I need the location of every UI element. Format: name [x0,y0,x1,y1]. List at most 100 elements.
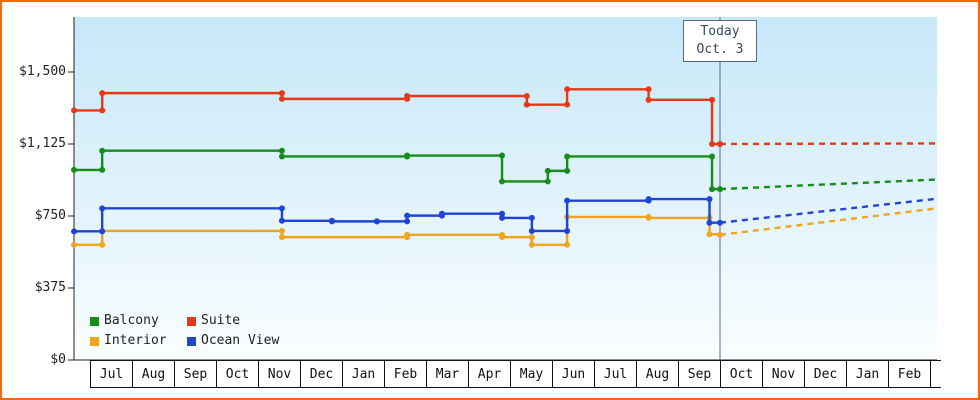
series-forecast-start-point-ocean-view [717,219,723,226]
series-point-ocean-view [404,218,411,225]
legend-swatch-icon [90,336,99,346]
series-point-suite [564,86,571,93]
series-point-interior [706,231,713,238]
series-point-interior [404,231,411,238]
series-point-balcony [278,147,285,154]
y-tick-label: $1,125 [19,136,66,151]
month-cell: Dec [804,361,846,387]
series-point-suite [278,95,285,102]
series-point-ocean-view [278,205,285,212]
series-point-suite [71,107,78,114]
month-cell: Sep [174,361,216,387]
series-point-suite [99,90,106,97]
series-point-suite [709,96,716,103]
series-point-ocean-view [328,218,335,225]
series-point-balcony [709,186,716,193]
series-point-ocean-view [706,219,713,226]
series-line-ocean-view [74,197,720,233]
series-point-suite [99,107,106,114]
series-point-ocean-view [373,218,380,225]
month-cell [930,361,941,387]
legend-label: Suite [201,313,241,328]
month-cell: Sep [678,361,720,387]
month-cell: Jun [552,361,594,387]
series-point-balcony [564,167,571,174]
series-forecast-ocean-view [719,197,938,224]
series-point-interior [528,234,535,241]
series-point-suite [523,101,530,108]
series-point-interior [645,214,652,221]
series-forecast-suite [719,142,938,146]
series-point-ocean-view [404,212,411,219]
series-point-ocean-view [564,227,571,234]
series-point-balcony [499,178,506,185]
month-cell: Apr [468,361,510,387]
series-point-balcony [564,153,571,160]
series-point-balcony [71,166,78,173]
series-point-interior [278,227,285,234]
legend-swatch-icon [187,336,196,346]
legend-item-interior: Interior [90,333,187,349]
series-point-interior [71,241,78,248]
month-cell: Jul [594,361,636,387]
series-point-ocean-view [278,217,285,224]
month-cell: Feb [384,361,426,387]
legend-swatch-icon [90,316,99,326]
series-forecast-start-point-balcony [717,186,723,193]
chart-legend: Balcony Suite Interior Ocean View [90,313,279,349]
y-tick-label: $1,500 [19,64,66,79]
series-point-ocean-view [528,214,535,221]
legend-swatch-icon [187,316,196,326]
series-line-balcony [74,149,720,191]
today-marker-box: Today Oct. 3 [683,20,757,62]
series-point-ocean-view [706,196,713,203]
series-point-ocean-view [499,214,506,221]
legend-label: Ocean View [201,333,280,348]
series-point-balcony [544,167,551,174]
month-cell: Nov [762,361,804,387]
series-point-ocean-view [99,205,106,212]
series-point-ocean-view [564,197,571,204]
series-forecast-start-point-suite [717,141,723,147]
legend-item-ocean-view: Ocean View [187,333,279,349]
month-cell: Dec [300,361,342,387]
series-point-ocean-view [438,210,445,217]
y-tick-label: $375 [34,280,66,295]
series-point-balcony [544,178,551,185]
legend-item-suite: Suite [187,313,279,329]
series-point-balcony [709,153,716,160]
month-cell: Jul [90,361,132,387]
series-point-suite [564,101,571,108]
series-point-balcony [404,152,411,159]
month-cell: Aug [636,361,678,387]
series-point-ocean-view [71,228,78,235]
series-point-balcony [99,166,106,173]
series-point-interior [499,234,506,241]
series-point-ocean-view [499,210,506,217]
series-point-balcony [99,147,106,154]
series-point-ocean-view [645,196,652,203]
month-cell: May [510,361,552,387]
today-label: Today [700,24,740,39]
plot-area-background [74,17,937,360]
series-point-suite [709,141,716,147]
month-axis: Jul Aug Sep Oct Nov Dec Jan Feb Mar Apr May Jun Jul A… [90,360,941,388]
today-date-label: Oct. 3 [696,42,744,57]
series-point-suite [645,86,652,93]
month-cell: Oct [216,361,258,387]
month-cell: Nov [258,361,300,387]
series-forecast-interior [719,207,938,237]
month-cell: Jan [342,361,384,387]
series-forecast-start-point-interior [717,231,723,238]
legend-item-balcony: Balcony [90,313,187,329]
series-point-suite [404,93,411,99]
y-tick-label: $750 [34,208,66,223]
series-line-suite [74,88,720,146]
legend-label: Balcony [104,313,159,328]
series-point-suite [278,90,285,97]
series-point-balcony [278,153,285,160]
series-point-balcony [499,152,506,159]
series-point-suite [523,93,530,99]
